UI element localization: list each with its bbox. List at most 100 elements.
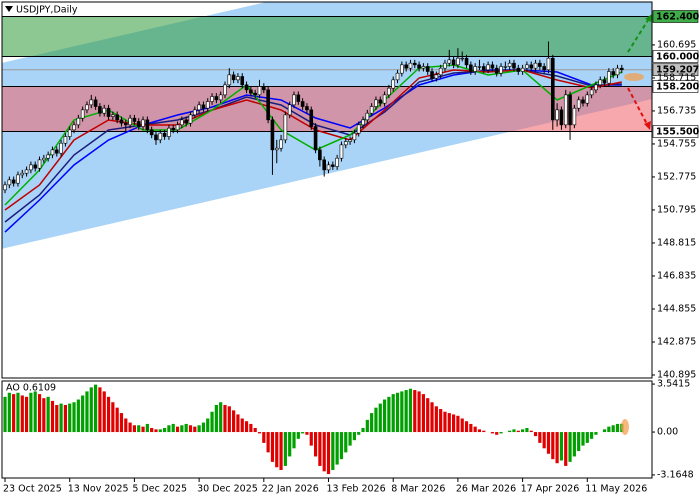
candle-body [132,117,137,122]
candle-body [361,119,365,126]
candle-body [391,79,396,89]
candle-body [24,169,29,174]
ao-bar [154,429,158,433]
candle-body [620,67,624,71]
candle-body [145,119,150,131]
candle-body [486,64,490,71]
ao-bar [382,399,387,433]
x-tick-label: 5 Dec 2025 [132,484,187,495]
candle-body [602,79,607,84]
ao-bar [404,390,408,433]
ao-bar [451,414,456,433]
ao-bar [521,429,525,433]
ao-bar [426,398,430,433]
ao-bar [193,426,197,433]
ao-bar [313,432,318,457]
ao-bar [275,432,279,468]
ao-bar [417,391,421,433]
candle-body [227,74,232,86]
candle-body [16,174,20,184]
candle-body [585,94,590,104]
candle-body [106,107,111,117]
candle-body [283,114,288,141]
ao-bar [3,396,7,433]
candle-body [611,71,615,76]
candle-body [253,92,257,96]
candle-body [7,179,12,186]
candle-body [451,59,456,66]
candle-body [201,104,206,109]
ao-bar [145,423,149,433]
candle-body [119,119,124,124]
candle-body [417,64,421,69]
ao-bar [374,407,378,433]
ao-bar [119,413,124,433]
candle-body [3,184,7,191]
candle-body [231,74,236,81]
candle-body [20,172,25,176]
level-box [652,125,699,138]
ao-bar [98,387,102,433]
level-box [652,10,699,23]
candle-body [76,117,81,126]
ao-bar [572,432,576,457]
x-tick-label: 13 Nov 2025 [68,484,129,495]
ao-bar [370,413,374,433]
ao-bar [210,411,214,433]
ao-bar [516,430,520,433]
candle-body [279,139,283,149]
candle-body [270,119,275,151]
candle-body [123,122,128,126]
ao-bar [227,406,231,433]
ao-bar [50,400,55,433]
candle-body [343,141,348,146]
ao-bar [223,404,227,433]
candle-body [11,179,16,184]
ao-bar [352,432,356,441]
ao-bar [378,403,382,433]
candle-body [214,96,219,101]
candle-body [494,67,499,74]
candle-body [300,101,305,107]
candle-body [292,94,296,106]
ao-bar [20,395,24,433]
ao-bar [318,432,322,466]
candle-body [374,99,378,107]
ao-bar [421,394,426,433]
ao-bar [93,384,98,433]
ao-bar [542,432,546,449]
ao-bar [24,396,29,433]
ao-bar [236,414,240,433]
ao-bar [439,409,443,433]
candle-body [274,147,279,151]
ao-bar [607,426,611,433]
ao-bar [7,392,11,433]
y-tick-label: 144.855 [657,303,696,314]
ao-bar [469,423,473,433]
ao-bar [508,430,512,433]
candle-body [581,99,585,104]
candle-body [154,134,158,141]
candle-body [218,94,223,101]
candle-body [136,121,141,127]
ao-bar [495,432,499,435]
ao-bar [124,418,128,433]
ao-bar [214,404,218,433]
level-box [652,80,699,93]
highlight [624,73,644,81]
candle-body [529,64,534,69]
ao-bar [72,402,76,433]
candle-body [546,57,551,71]
candle-body [339,144,344,159]
ao-bar [292,432,296,449]
candle-body [438,67,443,76]
ao-bar [443,411,447,433]
ao-bar [365,419,369,433]
ao-bar [499,432,503,434]
ao-bar [128,422,132,433]
ao-bar [490,432,495,434]
candle-body [184,119,188,124]
ao-bar [158,429,162,433]
candle-body [443,62,447,69]
